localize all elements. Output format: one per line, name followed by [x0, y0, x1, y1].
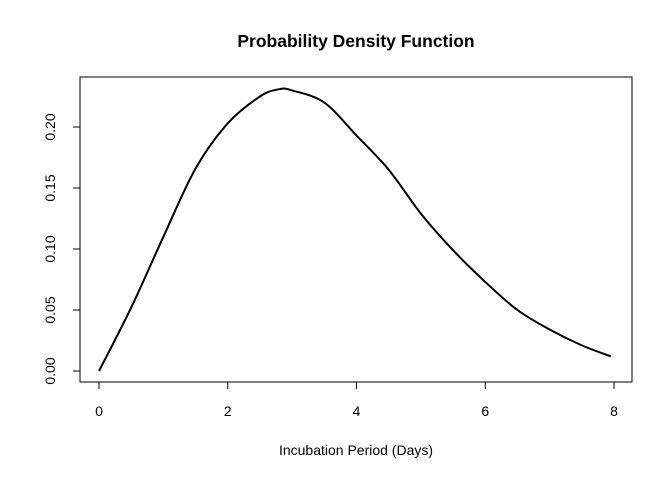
- plot-frame: [79, 76, 633, 383]
- x-tick-label: 2: [224, 403, 232, 419]
- x-axis: 0 2 4 6 8: [95, 381, 618, 419]
- y-tick-label: 0.05: [42, 296, 58, 323]
- x-tick-label: 0: [95, 403, 103, 419]
- density-curve: [98, 87, 612, 372]
- x-axis-label: Incubation Period (Days): [279, 442, 433, 458]
- x-tick-label: 4: [353, 403, 361, 419]
- y-tick-label: 0.15: [42, 174, 58, 201]
- y-tick-label: 0.00: [42, 357, 58, 384]
- y-tick-label: 0.10: [42, 235, 58, 262]
- x-tick-label: 8: [610, 403, 618, 419]
- x-tick-label: 6: [481, 403, 489, 419]
- y-tick-label: 0.20: [42, 113, 58, 140]
- y-axis: 0.00 0.05 0.10 0.15 0.20: [42, 113, 81, 385]
- chart-title: Probability Density Function: [237, 31, 474, 51]
